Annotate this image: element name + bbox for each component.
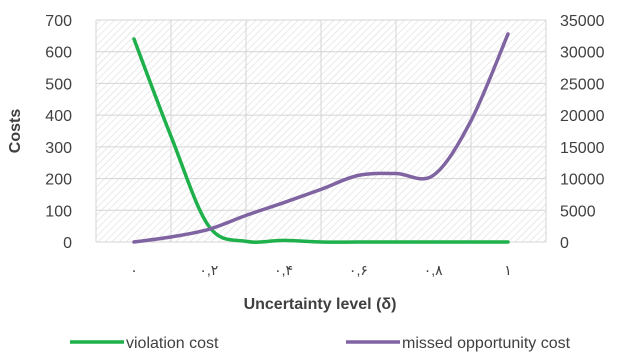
- x-tick-label: ٠,۶: [349, 262, 368, 278]
- y-left-tick-label: 400: [45, 108, 72, 125]
- x-tick-label: ٠,۴: [274, 262, 293, 278]
- y-right-tick-label: 5000: [560, 203, 596, 220]
- y-axis-left-ticks: 0 100 200 300 400 500 600 700: [45, 13, 72, 252]
- y-right-tick-label: 20000: [560, 108, 605, 125]
- y-right-tick-label: 15000: [560, 140, 605, 157]
- x-tick-label: ١: [504, 262, 512, 278]
- y-right-tick-label: 10000: [560, 172, 605, 189]
- series-line-2: [132, 32, 510, 244]
- y-left-tick-label: 0: [63, 235, 72, 252]
- x-axis-title: Uncertainty level (δ): [244, 296, 397, 313]
- y-axis-title: Costs: [7, 109, 24, 154]
- y-right-tick-label: 25000: [560, 76, 605, 93]
- y-left-tick-label: 500: [45, 76, 72, 93]
- y-axis-right-ticks: 0 5000 10000 15000 20000 25000 30000 35000: [560, 13, 605, 252]
- x-tick-label: ٠,٨: [424, 262, 443, 278]
- y-left-tick-label: 600: [45, 45, 72, 62]
- legend: violation cost missed opportunity cost: [70, 335, 571, 352]
- y-left-tick-label: 300: [45, 140, 72, 157]
- series-line-1: [132, 37, 510, 244]
- y-left-tick-label: 100: [45, 203, 72, 220]
- legend-label: violation cost: [126, 335, 219, 352]
- grid-lines: [95, 19, 547, 243]
- y-left-tick-label: 700: [45, 13, 72, 30]
- y-right-tick-label: 30000: [560, 45, 605, 62]
- series-lines: [132, 32, 510, 244]
- x-tick-label: ٠,٢: [199, 262, 218, 278]
- x-tick-label: ٠: [130, 262, 138, 278]
- x-axis-ticks: ٠ ٠,٢ ٠,۴ ٠,۶ ٠,٨ ١: [130, 262, 512, 278]
- legend-label: missed opportunity cost: [402, 335, 571, 352]
- y-left-tick-label: 200: [45, 172, 72, 189]
- y-right-tick-label: 0: [560, 235, 569, 252]
- y-right-tick-label: 35000: [560, 13, 605, 30]
